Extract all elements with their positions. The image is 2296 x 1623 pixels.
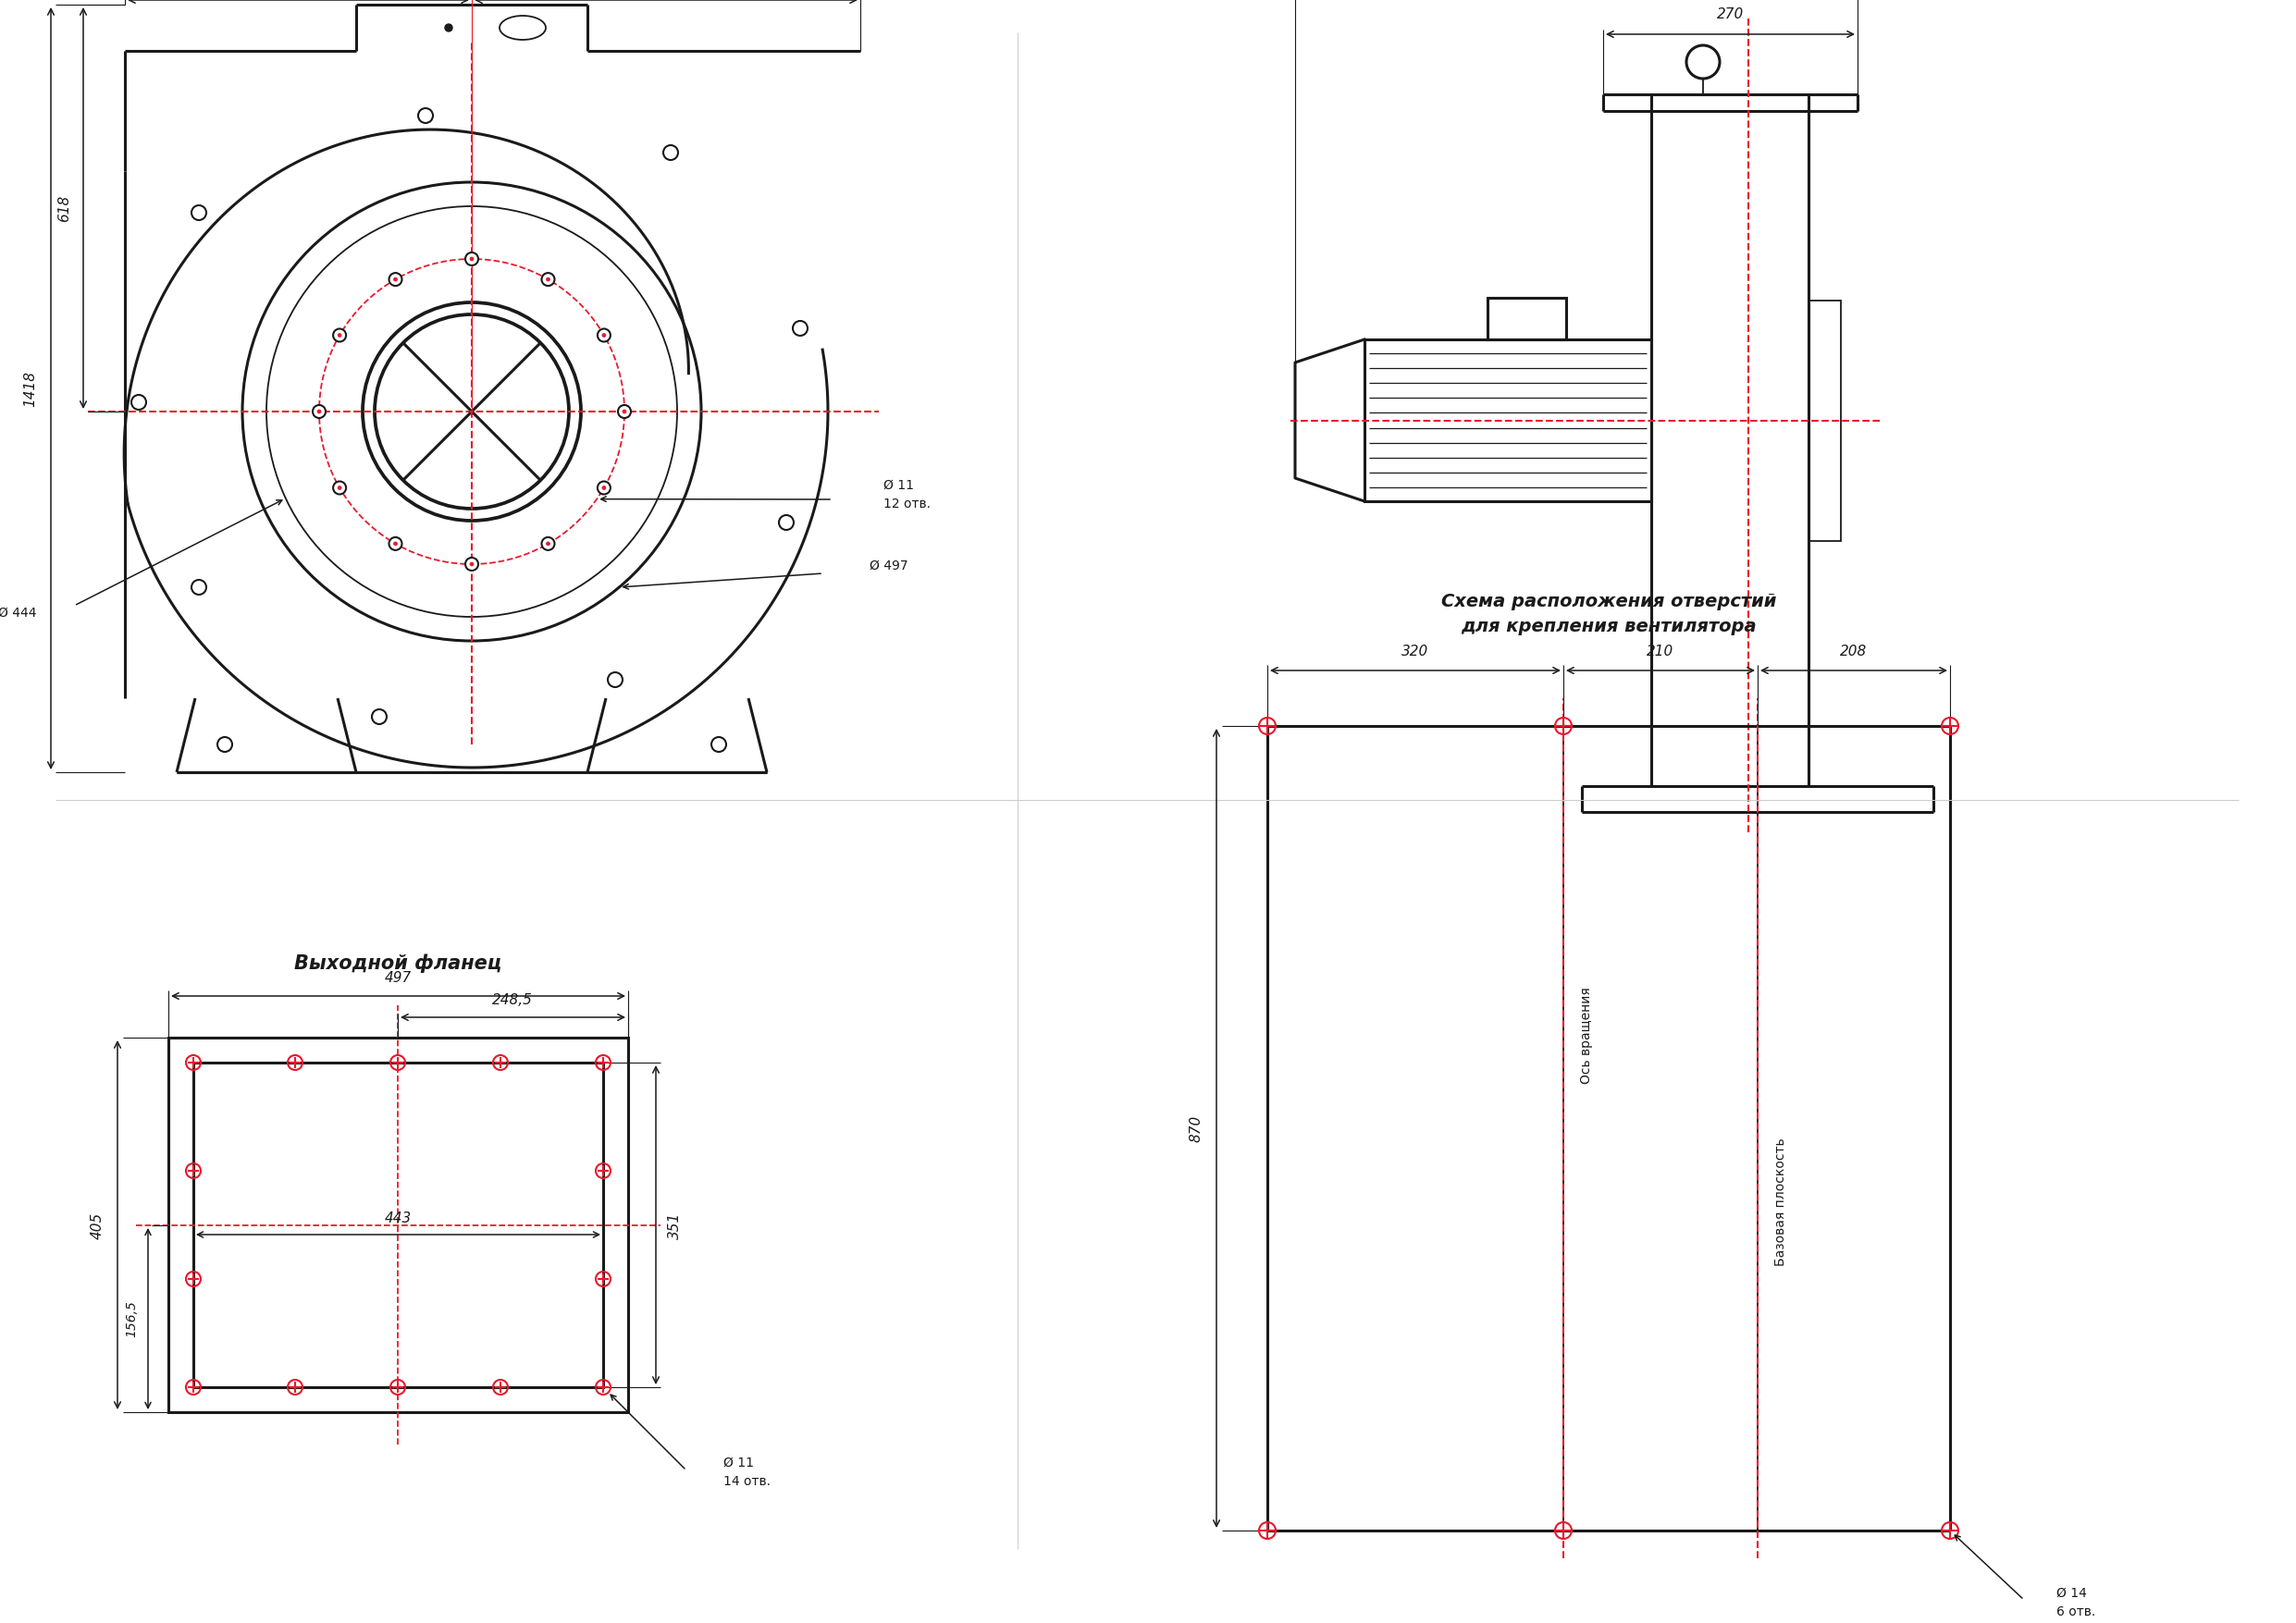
Text: 156,5: 156,5 bbox=[124, 1300, 138, 1337]
Text: Ø 497: Ø 497 bbox=[870, 560, 907, 573]
Circle shape bbox=[338, 333, 342, 338]
Text: 870: 870 bbox=[1189, 1115, 1203, 1141]
Circle shape bbox=[712, 737, 726, 751]
Bar bbox=[193, 1063, 604, 1388]
Text: Базовая плоскость: Базовая плоскость bbox=[1775, 1138, 1786, 1266]
Text: 1418: 1418 bbox=[23, 370, 37, 406]
Text: 351: 351 bbox=[668, 1212, 682, 1238]
Ellipse shape bbox=[501, 16, 546, 41]
Polygon shape bbox=[177, 698, 356, 773]
Bar bbox=[1809, 300, 1841, 540]
Text: 405: 405 bbox=[90, 1212, 103, 1238]
Polygon shape bbox=[1295, 339, 1364, 502]
Circle shape bbox=[338, 485, 342, 490]
Text: Ø 11: Ø 11 bbox=[884, 479, 914, 492]
Text: 12 отв.: 12 отв. bbox=[884, 498, 930, 511]
Text: 208: 208 bbox=[1841, 644, 1867, 657]
Circle shape bbox=[131, 394, 147, 409]
Text: Ø 14: Ø 14 bbox=[2057, 1587, 2087, 1600]
Circle shape bbox=[471, 256, 473, 261]
Circle shape bbox=[388, 537, 402, 550]
Circle shape bbox=[792, 321, 808, 336]
Circle shape bbox=[602, 485, 606, 490]
Circle shape bbox=[778, 514, 794, 529]
Circle shape bbox=[608, 672, 622, 687]
Circle shape bbox=[466, 558, 478, 571]
Circle shape bbox=[393, 278, 397, 281]
Circle shape bbox=[597, 329, 611, 342]
Text: Схема расположения отверстий: Схема расположения отверстий bbox=[1442, 592, 1777, 610]
Bar bbox=[168, 1037, 629, 1412]
Circle shape bbox=[597, 482, 611, 495]
Text: 270: 270 bbox=[1717, 6, 1745, 21]
Text: 248,5: 248,5 bbox=[491, 993, 533, 1008]
Circle shape bbox=[333, 329, 347, 342]
Circle shape bbox=[546, 278, 551, 281]
Circle shape bbox=[664, 144, 677, 161]
Circle shape bbox=[602, 333, 606, 338]
Bar bbox=[1488, 297, 1566, 339]
Circle shape bbox=[418, 109, 434, 123]
Circle shape bbox=[388, 273, 402, 286]
Circle shape bbox=[471, 562, 473, 566]
Circle shape bbox=[546, 542, 551, 545]
Text: для крепления вентилятора: для крепления вентилятора bbox=[1460, 617, 1756, 635]
Text: 14 отв.: 14 отв. bbox=[723, 1475, 771, 1488]
Text: 497: 497 bbox=[383, 971, 411, 985]
Text: 618: 618 bbox=[57, 195, 71, 222]
Circle shape bbox=[372, 709, 386, 724]
Circle shape bbox=[333, 482, 347, 495]
Circle shape bbox=[312, 406, 326, 419]
Text: 6 отв.: 6 отв. bbox=[2057, 1605, 2096, 1618]
Text: Выходной фланец: Выходной фланец bbox=[294, 954, 501, 974]
Text: 443: 443 bbox=[383, 1211, 411, 1225]
Text: Ø 11: Ø 11 bbox=[723, 1456, 753, 1469]
Circle shape bbox=[393, 542, 397, 545]
Circle shape bbox=[542, 273, 556, 286]
Text: 210: 210 bbox=[1646, 644, 1674, 657]
Circle shape bbox=[191, 204, 207, 221]
Circle shape bbox=[218, 737, 232, 751]
Circle shape bbox=[317, 409, 321, 414]
Circle shape bbox=[466, 253, 478, 266]
Circle shape bbox=[191, 579, 207, 594]
Circle shape bbox=[622, 409, 627, 414]
Text: 320: 320 bbox=[1403, 644, 1428, 657]
Text: Ø 444: Ø 444 bbox=[0, 607, 37, 620]
Circle shape bbox=[542, 537, 556, 550]
Polygon shape bbox=[588, 698, 767, 773]
Bar bbox=[1364, 339, 1651, 502]
Text: Ось вращения: Ось вращения bbox=[1580, 987, 1593, 1084]
Circle shape bbox=[445, 24, 452, 31]
Circle shape bbox=[618, 406, 631, 419]
